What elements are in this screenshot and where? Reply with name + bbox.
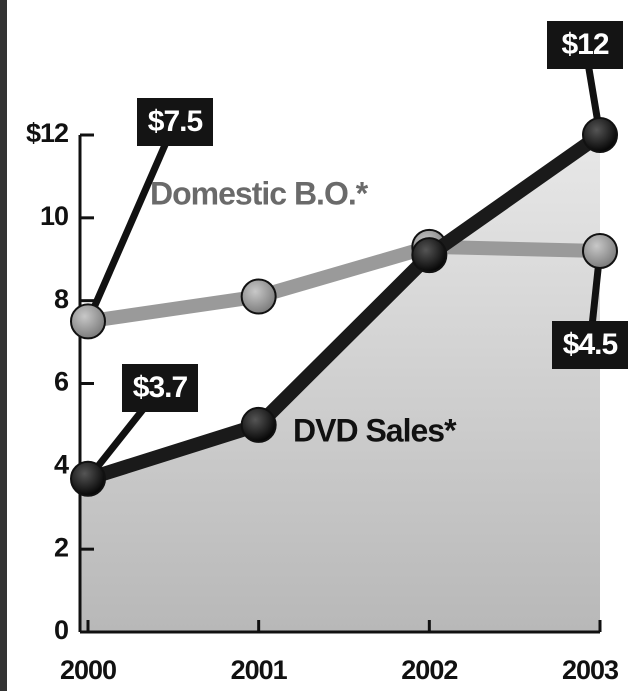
- y-tick-label: 8: [54, 284, 69, 314]
- y-tick-label: $12: [26, 118, 68, 148]
- annotation-box: [137, 98, 213, 146]
- annotation-box: [552, 321, 628, 369]
- point: [582, 232, 618, 269]
- point: [70, 460, 106, 497]
- y-tick-label: 2: [54, 532, 68, 562]
- area: [80, 135, 600, 632]
- series-line: [86, 239, 601, 329]
- x-tick-label: 2003: [562, 655, 619, 685]
- series-label: DVD Sales*: [293, 412, 457, 448]
- annotation-box: [547, 21, 623, 69]
- series-label: Domestic B.O.*: [150, 175, 369, 211]
- series-line: [85, 129, 605, 486]
- annotation: $7.5: [148, 105, 203, 138]
- x-tick-label: 2000: [60, 655, 116, 685]
- point: [70, 303, 106, 340]
- x-tick-label: 2002: [401, 655, 457, 685]
- frame-edge: [0, 0, 7, 691]
- annotation-box: [122, 364, 198, 412]
- annotation: $4.5: [563, 328, 618, 361]
- point: [240, 278, 277, 315]
- point: [411, 237, 448, 274]
- y-tick-label: 6: [54, 367, 69, 397]
- y-tick-label: 4: [54, 449, 69, 479]
- annotation: $3.7: [133, 371, 188, 404]
- point: [582, 117, 618, 153]
- y-tick-label: 10: [40, 201, 68, 231]
- x-tick-label: 2001: [231, 655, 288, 685]
- point: [240, 406, 277, 443]
- annotation: $12: [561, 28, 608, 61]
- annotation-leader: [84, 120, 179, 323]
- y-tick-label: 0: [54, 615, 68, 645]
